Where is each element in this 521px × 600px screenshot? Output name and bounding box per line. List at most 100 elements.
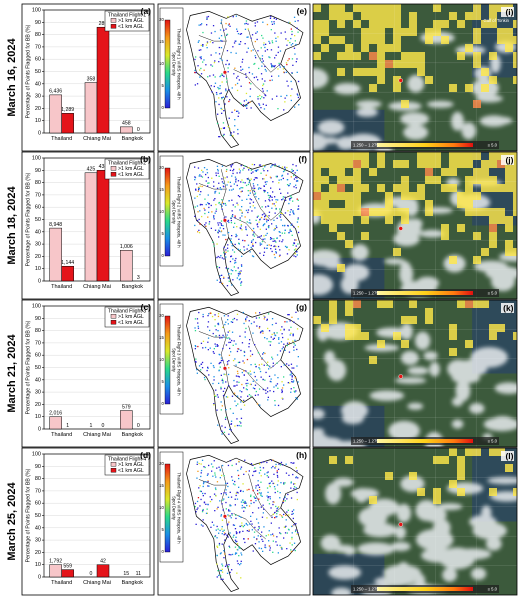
hotspot-dot <box>283 66 285 68</box>
scale-bar <box>377 439 473 443</box>
hotspot-dot <box>216 409 218 411</box>
hotspot-dot <box>200 24 202 26</box>
hotspot-dot <box>240 225 242 227</box>
cloud <box>384 258 406 265</box>
hotspot-dot <box>262 238 264 240</box>
hotspot-dot <box>270 29 272 31</box>
hotspot-dot <box>221 533 223 535</box>
aerosol-cell <box>369 496 377 504</box>
hotspot-dot <box>202 316 204 318</box>
hotspot-dot <box>280 32 282 34</box>
legend-swatch <box>110 468 117 473</box>
hotspot-dot <box>230 273 232 275</box>
hotspot-dot <box>254 40 256 43</box>
hotspot-dot <box>297 217 299 219</box>
aerosol-cell <box>361 184 369 192</box>
hotspot-dot <box>274 212 276 214</box>
hotspot-dot <box>270 341 272 343</box>
hotspot-dot <box>293 242 296 245</box>
hotspot-dot <box>223 532 226 534</box>
hotspot-dot <box>267 476 270 478</box>
hotspot-dot <box>213 403 215 405</box>
hotspot-dot <box>248 470 250 472</box>
hotspot-dot <box>281 516 284 518</box>
hotspot-dot <box>274 256 276 259</box>
colorbar-tick-label: 0 <box>161 549 164 554</box>
hotspot-dot <box>253 371 255 374</box>
hotspot-dot <box>229 341 232 343</box>
cloud <box>451 111 464 131</box>
hotspot-dot <box>216 545 218 547</box>
hotspot-dot <box>245 92 248 95</box>
hotspot-dot <box>242 530 244 532</box>
hotspot-dot <box>238 43 240 45</box>
hotspot-dot <box>271 40 273 42</box>
hotspot-dot <box>229 347 231 350</box>
hotspot-dot <box>207 503 209 506</box>
hotspot-dot <box>247 538 249 540</box>
aerosol-cell <box>465 300 473 308</box>
aerosol-cell <box>361 36 369 44</box>
hotspot-dot <box>236 30 239 32</box>
hotspot-dot <box>297 231 300 234</box>
hotspot-dot <box>279 464 282 466</box>
hotspot-dot <box>216 394 219 396</box>
hotspot-dot <box>231 514 233 516</box>
hotspot-dot <box>266 319 268 321</box>
x-tick-label: Thailand <box>51 580 72 586</box>
aerosol-cell <box>489 160 497 168</box>
aerosol-cell <box>393 208 401 216</box>
panel-label-bg <box>501 451 514 461</box>
hotspot-dot <box>225 22 227 25</box>
hotspot-dot <box>271 64 273 66</box>
aerosol-cell <box>321 44 329 52</box>
cloud <box>356 107 378 117</box>
bar <box>61 569 74 578</box>
hotspot-dot <box>272 540 274 542</box>
hotspot-dot <box>206 172 209 174</box>
aerosol-cell <box>329 36 337 44</box>
hotspot-dot <box>291 378 293 381</box>
hotspot-dot <box>246 385 248 387</box>
cloud <box>470 347 508 368</box>
aerosol-cell <box>449 160 457 168</box>
row-date-label: March 25, 2024 <box>6 481 18 560</box>
hotspot-dot <box>291 525 294 527</box>
aerosol-cell <box>369 36 377 44</box>
aerosol-cell <box>513 36 517 44</box>
hotspot-dot <box>281 547 283 549</box>
hotspot-dot <box>218 182 220 184</box>
hotspot-dot <box>271 196 273 198</box>
hotspot-dot <box>219 203 222 206</box>
cloud <box>400 261 411 275</box>
hotspot-dot <box>228 367 230 369</box>
hotspot-dot <box>245 318 247 321</box>
scale-min-label: 1.250 – 1.275 <box>353 290 379 295</box>
hotspot-dot <box>247 194 250 196</box>
aerosol-cell <box>425 76 433 84</box>
satellite-panel-frame <box>312 3 518 152</box>
hotspot-dot <box>224 234 226 236</box>
hotspot-dot <box>254 193 256 195</box>
hotspot-dot <box>233 183 235 185</box>
hotspot-dot <box>231 199 233 201</box>
hotspot-dot <box>239 525 241 528</box>
hotspot-dot <box>258 388 261 390</box>
aerosol-overlay <box>313 4 517 108</box>
aerosol-cell <box>473 448 481 456</box>
aerosol-cell <box>353 4 361 12</box>
hotspot-dot <box>248 505 251 507</box>
hotspot-dot <box>250 364 252 366</box>
hotspot-dot <box>264 181 266 183</box>
hotspot-dot <box>230 238 232 240</box>
hotspot-dot <box>285 514 287 516</box>
hotspot-dot <box>231 284 233 286</box>
hotspot-dot <box>235 375 238 377</box>
hotspot-dot <box>252 512 254 514</box>
hotspot-dot <box>263 254 265 256</box>
hotspot-dot <box>241 524 243 527</box>
cloud <box>469 403 485 414</box>
hotspot-dot <box>292 212 295 214</box>
colorbar <box>164 463 171 553</box>
hotspot-dot <box>207 366 209 368</box>
